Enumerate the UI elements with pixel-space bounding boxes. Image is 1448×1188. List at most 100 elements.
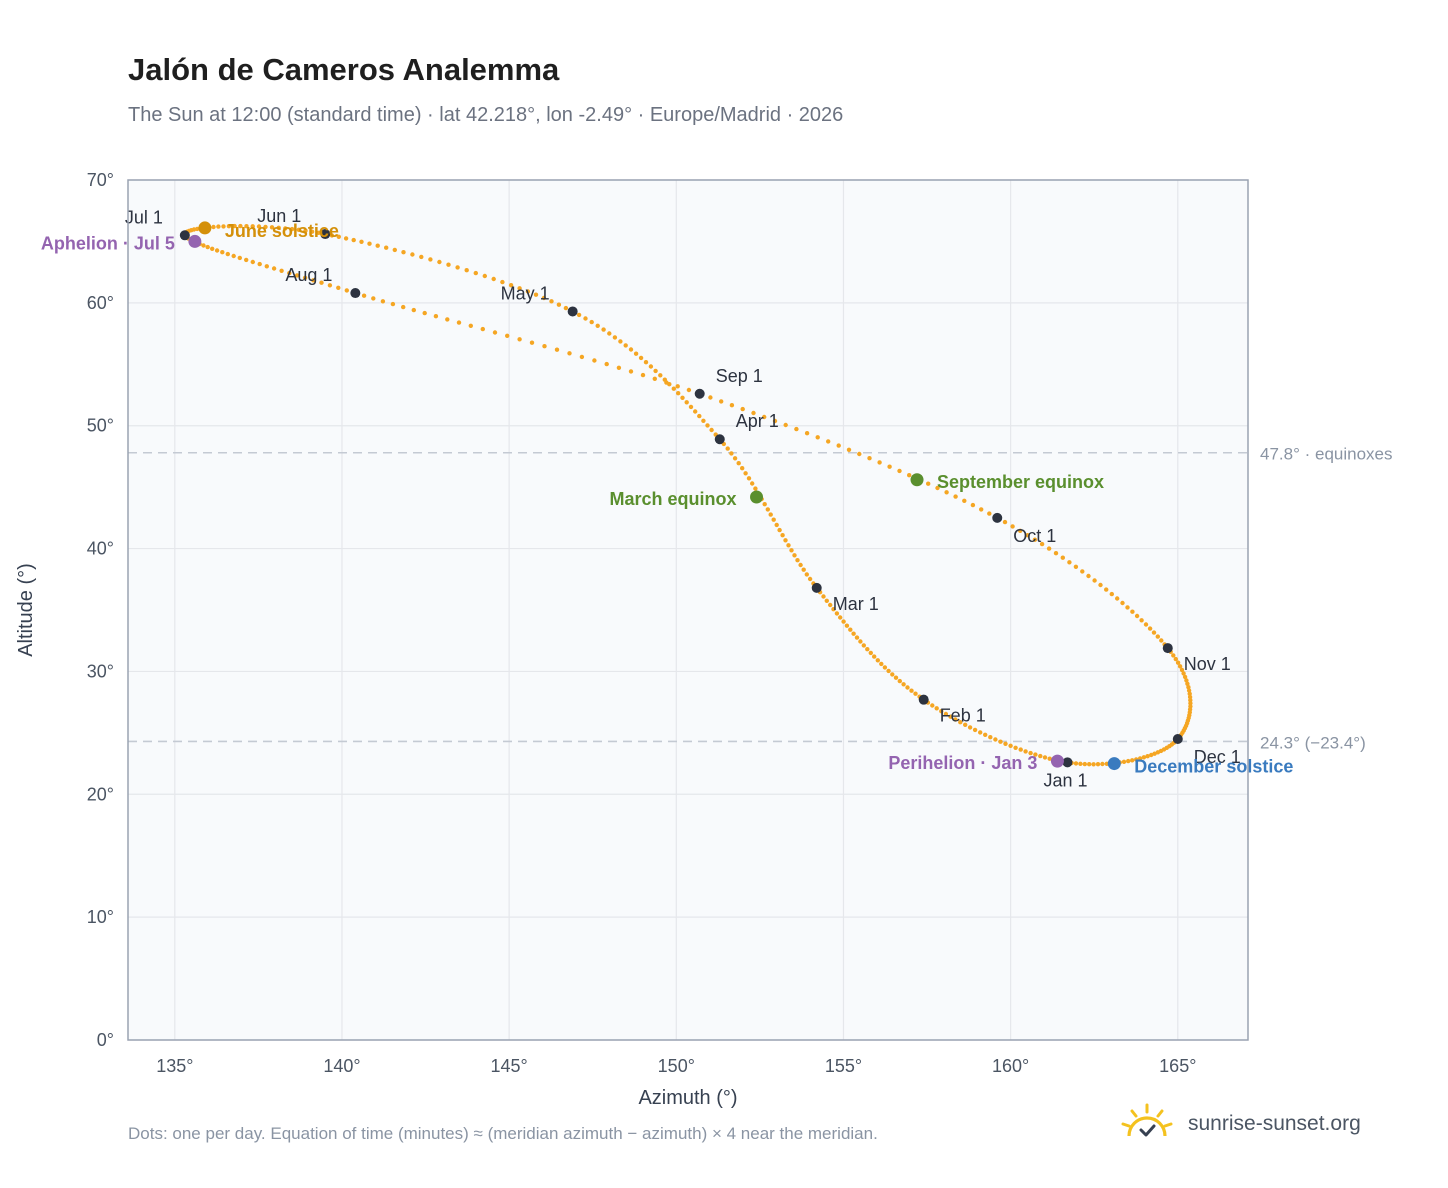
day-dot: [1039, 541, 1045, 547]
day-dot: [638, 355, 644, 361]
day-dot: [824, 598, 829, 603]
day-dot: [1060, 555, 1066, 560]
day-dot: [1091, 762, 1096, 767]
day-dot: [926, 481, 931, 486]
day-dot: [828, 602, 833, 608]
day-dot: [1008, 743, 1013, 748]
day-dot: [264, 264, 269, 269]
day-dot: [1047, 756, 1052, 761]
day-dot: [361, 293, 367, 298]
day-dot: [517, 337, 522, 342]
month-label: Apr 1: [736, 411, 779, 431]
day-dot: [437, 259, 442, 265]
day-dot: [751, 410, 756, 416]
day-dot: [220, 250, 225, 255]
day-dot: [913, 691, 918, 696]
day-dot: [746, 476, 752, 481]
day-dot: [893, 675, 899, 680]
day-dot: [529, 340, 535, 345]
analemma-path: [182, 223, 1193, 767]
day-dot: [867, 456, 872, 461]
day-dot: [771, 517, 776, 522]
day-dot: [232, 223, 237, 229]
day-dot: [1115, 596, 1120, 601]
day-dot: [897, 678, 902, 684]
day-dot: [1046, 546, 1052, 551]
day-dot: [316, 230, 321, 235]
day-dot: [854, 635, 860, 640]
day-dot: [708, 395, 713, 400]
day-dot: [1078, 761, 1083, 766]
month-marker: [918, 694, 929, 705]
month-marker: [320, 229, 331, 240]
day-dot: [371, 296, 376, 301]
day-dot: [1104, 587, 1109, 592]
day-dot: [456, 320, 462, 325]
day-dot: [963, 722, 968, 727]
day-dot: [1032, 537, 1038, 542]
day-dot: [1120, 600, 1125, 606]
x-axis-label: Azimuth (°): [638, 1087, 737, 1109]
day-dot: [327, 283, 333, 288]
day-dot: [1134, 613, 1140, 619]
day-dot: [804, 431, 810, 436]
day-dot: [1038, 753, 1043, 759]
day-dot: [780, 533, 785, 538]
day-dot: [482, 273, 487, 279]
day-dot: [844, 623, 850, 628]
day-dot: [1137, 756, 1143, 761]
brand[interactable]: sunrise-sunset.org: [1120, 1102, 1361, 1146]
day-dot: [250, 224, 255, 229]
day-dot: [879, 661, 884, 667]
day-dot: [410, 252, 415, 257]
day-dot: [652, 376, 657, 381]
day-dot: [688, 404, 694, 410]
month-label: Nov 1: [1184, 654, 1231, 674]
day-dot: [1171, 653, 1176, 658]
day-dot: [1098, 582, 1103, 588]
event-label: December solstice: [1134, 757, 1293, 777]
day-dot: [1173, 656, 1179, 662]
day-dot: [279, 268, 284, 273]
day-dot: [1023, 749, 1028, 754]
month-label: Oct 1: [1013, 526, 1056, 546]
day-dot: [901, 682, 906, 687]
day-dot: [939, 709, 944, 714]
x-tick-label: 135°: [156, 1056, 193, 1076]
day-dot: [1187, 691, 1192, 696]
day-dot: [1033, 752, 1038, 757]
x-tick-label: 145°: [491, 1056, 528, 1076]
day-dot: [1010, 524, 1015, 529]
day-dot: [319, 280, 324, 285]
day-dot: [729, 403, 735, 408]
y-tick-label: 30°: [87, 661, 114, 681]
day-dot: [480, 326, 485, 332]
day-dot: [732, 456, 738, 461]
day-dot: [851, 631, 856, 636]
day-dot: [821, 594, 826, 599]
day-dot: [848, 627, 853, 632]
x-tick-label: 160°: [992, 1056, 1029, 1076]
brand-name: sunrise-sunset.org: [1188, 1112, 1361, 1135]
day-dot: [380, 299, 386, 304]
day-dot: [834, 611, 840, 616]
day-dot: [244, 224, 249, 229]
month-marker: [811, 582, 822, 593]
month-marker: [179, 230, 190, 241]
day-dot: [686, 387, 692, 393]
day-dot: [271, 266, 277, 271]
x-tick-label: 165°: [1159, 1056, 1196, 1076]
day-dot: [618, 339, 623, 344]
day-dot: [998, 739, 1003, 744]
day-dot: [294, 273, 300, 278]
event-label: September equinox: [937, 472, 1104, 492]
day-dot: [390, 301, 396, 307]
month-markers: Jan 1 Feb 1 Mar 1 Apr 1 May 1 Jun 1 Jul 1 Aug 1…: [125, 206, 1241, 790]
footnote: Dots: one per day. Equation of time (min…: [128, 1124, 878, 1143]
y-tick-label: 60°: [87, 293, 114, 313]
day-dot: [676, 391, 681, 396]
day-dot: [762, 502, 767, 507]
month-label: Jun 1: [257, 206, 301, 226]
day-dot: [250, 259, 255, 265]
y-tick-label: 20°: [87, 784, 114, 804]
